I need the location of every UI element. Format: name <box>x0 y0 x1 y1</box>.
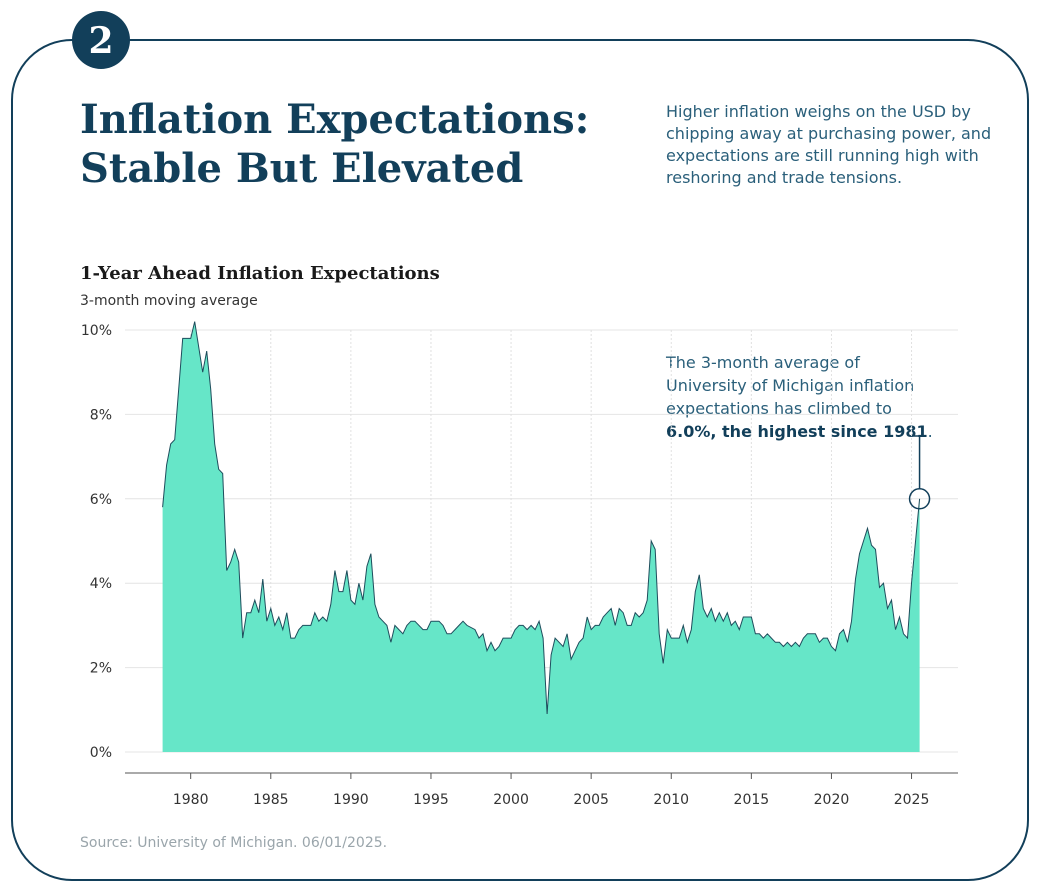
x-tick-label: 2010 <box>653 792 689 808</box>
x-tick-label: 1980 <box>173 792 209 808</box>
description: reshoring and trade tensions. <box>666 168 902 187</box>
annotation-marker <box>908 488 931 510</box>
y-tick-label: 2% <box>90 661 112 677</box>
x-tick-label: 2005 <box>573 792 609 808</box>
y-tick-label: 10% <box>81 323 112 339</box>
y-tick-label: 0% <box>90 745 112 761</box>
annotation-end: . <box>928 422 933 441</box>
annotation-leader <box>912 435 921 489</box>
y-tick-label: 8% <box>90 407 112 423</box>
badge <box>72 11 130 69</box>
x-tick-label: 2020 <box>814 792 850 808</box>
annotation: 6.0%, the highest since 1981. <box>666 422 933 441</box>
description: Higher inflation weighs on the USD by <box>666 102 971 121</box>
x-tick-label: 2025 <box>894 792 930 808</box>
area <box>162 321 920 752</box>
title: Stable But Elevated <box>80 145 523 192</box>
annotation: expectations has climbed to <box>666 399 892 418</box>
area-line <box>162 321 921 715</box>
badge-number: 2 <box>88 20 113 62</box>
chart-title: 1-Year Ahead Inflation Expectations <box>80 263 440 284</box>
y-tick-label: 4% <box>90 576 112 592</box>
annotation-highlight: 6.0%, the highest since 1981 <box>666 422 928 441</box>
y-tick-label: 6% <box>90 492 112 508</box>
annotation: The 3-month average of <box>665 353 860 372</box>
description: expectations are still running high with <box>666 146 979 165</box>
description: chipping away at purchasing power, and <box>666 124 991 143</box>
x-tick-label: 1995 <box>413 792 449 808</box>
chart-subtitle: 3-month moving average <box>80 293 258 309</box>
source: Source: University of Michigan. 06/01/20… <box>80 835 387 851</box>
card-border <box>11 39 1029 881</box>
x-tick-label: 2000 <box>493 792 529 808</box>
x-tick-label: 1990 <box>333 792 369 808</box>
title: Inflation Expectations: <box>80 96 589 143</box>
annotation: University of Michigan inflation <box>666 376 914 395</box>
x-tick-label: 2015 <box>734 792 770 808</box>
x-tick-label: 1985 <box>253 792 289 808</box>
